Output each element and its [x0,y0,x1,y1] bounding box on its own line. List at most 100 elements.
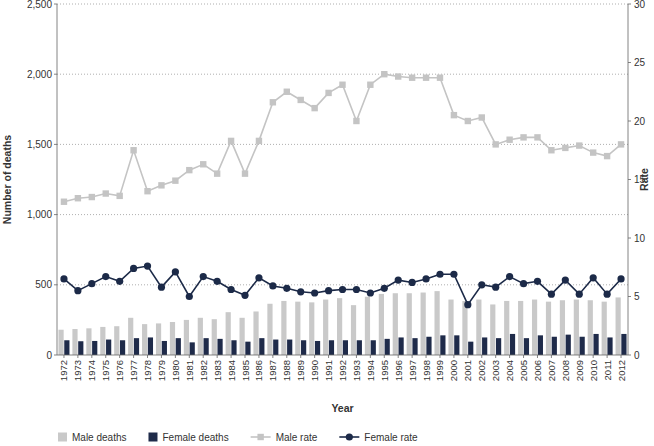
marker [478,281,485,288]
bar [329,340,334,355]
x-tick-label: 1974 [86,360,97,381]
legend-swatch [346,433,353,440]
y2-tick-label: 0 [634,350,640,361]
y-axis-title: Number of deaths [1,135,13,224]
marker [423,75,429,81]
marker [534,134,540,140]
marker [74,287,81,294]
bar [365,297,370,355]
marker [464,301,471,308]
bar [323,300,328,355]
x-tick [119,355,120,358]
x-tick-label: 2000 [448,360,459,381]
bar [532,300,537,355]
x-tick-label: 1998 [421,360,432,381]
x-tick [272,355,273,358]
marker [214,170,220,176]
x-tick [509,355,510,358]
marker [144,262,151,269]
x-axis-title: Year [331,402,353,414]
bar [259,338,264,355]
marker [298,97,304,103]
x-tick [161,355,162,358]
bar [407,293,412,355]
y-tick [54,214,57,215]
y2-tick-label: 30 [634,0,646,10]
bar [552,337,557,355]
x-tick [453,355,454,358]
bar [281,301,286,355]
x-tick-label: 1989 [295,360,306,381]
bar [421,293,426,355]
x-tick-label: 1990 [309,360,320,381]
bar [245,342,250,355]
x-tick [342,355,343,358]
marker [311,289,318,296]
bar [106,340,111,355]
y2-tick [628,355,631,356]
x-tick [105,355,106,358]
x-tick-label: 1984 [226,360,237,381]
x-tick [63,355,64,358]
marker [256,138,262,144]
y-axis [57,4,58,355]
marker [576,142,582,148]
bar [462,301,467,355]
bar [496,338,501,355]
bar [434,291,439,355]
y-tick-label: 2,000 [27,69,52,80]
bar [476,300,481,355]
marker [367,289,374,296]
legend: Male deathsFemale deathsMale rateFemale … [58,432,418,443]
x-tick [467,355,468,358]
marker [339,82,345,88]
x-tick [133,355,134,358]
bar [273,340,278,355]
legend-label: Female rate [364,432,418,443]
x-tick-label: 2003 [490,360,501,381]
bar [295,302,300,355]
x-tick-label: 2009 [574,360,585,381]
bar [621,334,626,355]
bar [100,327,105,355]
x-tick-label: 2008 [560,360,571,381]
bar [593,334,598,355]
marker [130,265,137,272]
x-tick [286,355,287,358]
bar [337,298,342,355]
x-tick-label: 1972 [58,360,69,381]
bar [170,322,175,355]
x-tick [370,355,371,358]
marker [381,71,387,77]
bar [184,320,189,355]
bar [468,342,473,355]
x-tick-label: 1988 [281,360,292,381]
x-tick-label: 2006 [532,360,543,381]
bar [78,341,83,355]
marker [241,292,248,299]
marker [604,291,611,298]
x-tick [398,355,399,358]
marker [297,288,304,295]
grid-line [57,144,628,145]
y-tick [54,284,57,285]
marker [451,112,457,118]
marker [548,147,554,153]
y2-axis-title: Rate [638,168,650,191]
y2-axis [628,4,629,355]
marker [60,275,67,282]
x-tick [481,355,482,358]
bar [267,304,272,355]
bar [412,338,417,355]
marker [227,286,234,293]
bar [482,337,487,355]
legend-swatch [257,434,263,440]
bar [504,301,509,355]
marker [325,90,331,96]
bar [538,335,543,355]
bar [176,338,181,355]
x-tick [300,355,301,358]
marker [200,273,207,280]
marker [116,193,122,199]
y-tick-label: 1,000 [27,209,52,220]
